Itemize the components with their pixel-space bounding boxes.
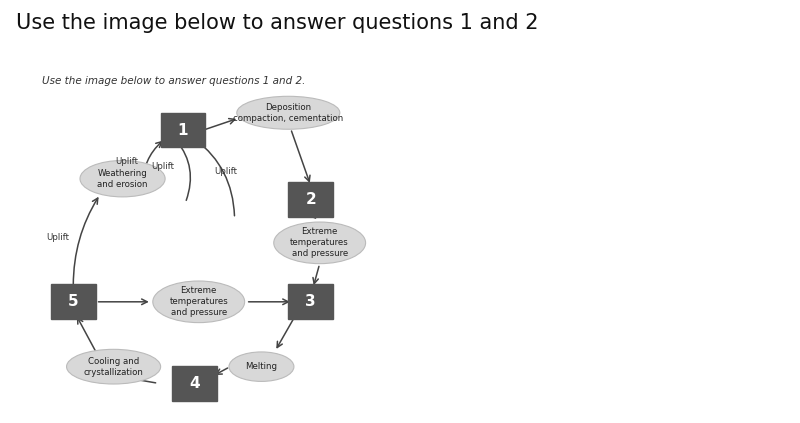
FancyBboxPatch shape [288, 182, 333, 217]
Text: Melting: Melting [246, 362, 278, 371]
Text: 1: 1 [178, 123, 188, 137]
Text: Uplift: Uplift [46, 233, 69, 242]
Text: Uplift: Uplift [115, 157, 138, 166]
Ellipse shape [153, 281, 245, 323]
Text: Use the image below to answer questions 1 and 2: Use the image below to answer questions … [16, 13, 538, 33]
Text: Extreme
temperatures
and pressure: Extreme temperatures and pressure [290, 227, 349, 258]
Text: Cooling and
crystallization: Cooling and crystallization [84, 357, 143, 377]
FancyBboxPatch shape [288, 284, 333, 319]
Text: Extreme
temperatures
and pressure: Extreme temperatures and pressure [170, 286, 228, 317]
Text: Weathering
and erosion: Weathering and erosion [98, 169, 148, 189]
Ellipse shape [80, 160, 165, 197]
Ellipse shape [229, 352, 294, 382]
Text: Deposition
compaction, cementation: Deposition compaction, cementation [233, 103, 343, 123]
Text: Use the image below to answer questions 1 and 2.: Use the image below to answer questions … [42, 77, 306, 86]
FancyBboxPatch shape [172, 366, 217, 401]
Text: 3: 3 [306, 294, 316, 309]
Text: 4: 4 [189, 376, 199, 391]
FancyBboxPatch shape [51, 284, 96, 319]
Text: Uplift: Uplift [214, 167, 237, 176]
Ellipse shape [274, 222, 366, 264]
Text: Uplift: Uplift [151, 162, 174, 171]
Text: 2: 2 [306, 192, 316, 207]
Text: 5: 5 [68, 294, 78, 309]
Ellipse shape [66, 349, 161, 384]
Ellipse shape [237, 96, 340, 129]
FancyBboxPatch shape [161, 113, 206, 148]
